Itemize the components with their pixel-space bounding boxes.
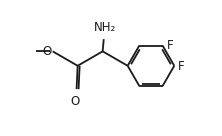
Text: NH₂: NH₂ <box>94 21 117 34</box>
Text: F: F <box>166 39 173 52</box>
Text: O: O <box>42 45 51 58</box>
Text: F: F <box>178 60 185 73</box>
Text: O: O <box>71 95 80 108</box>
